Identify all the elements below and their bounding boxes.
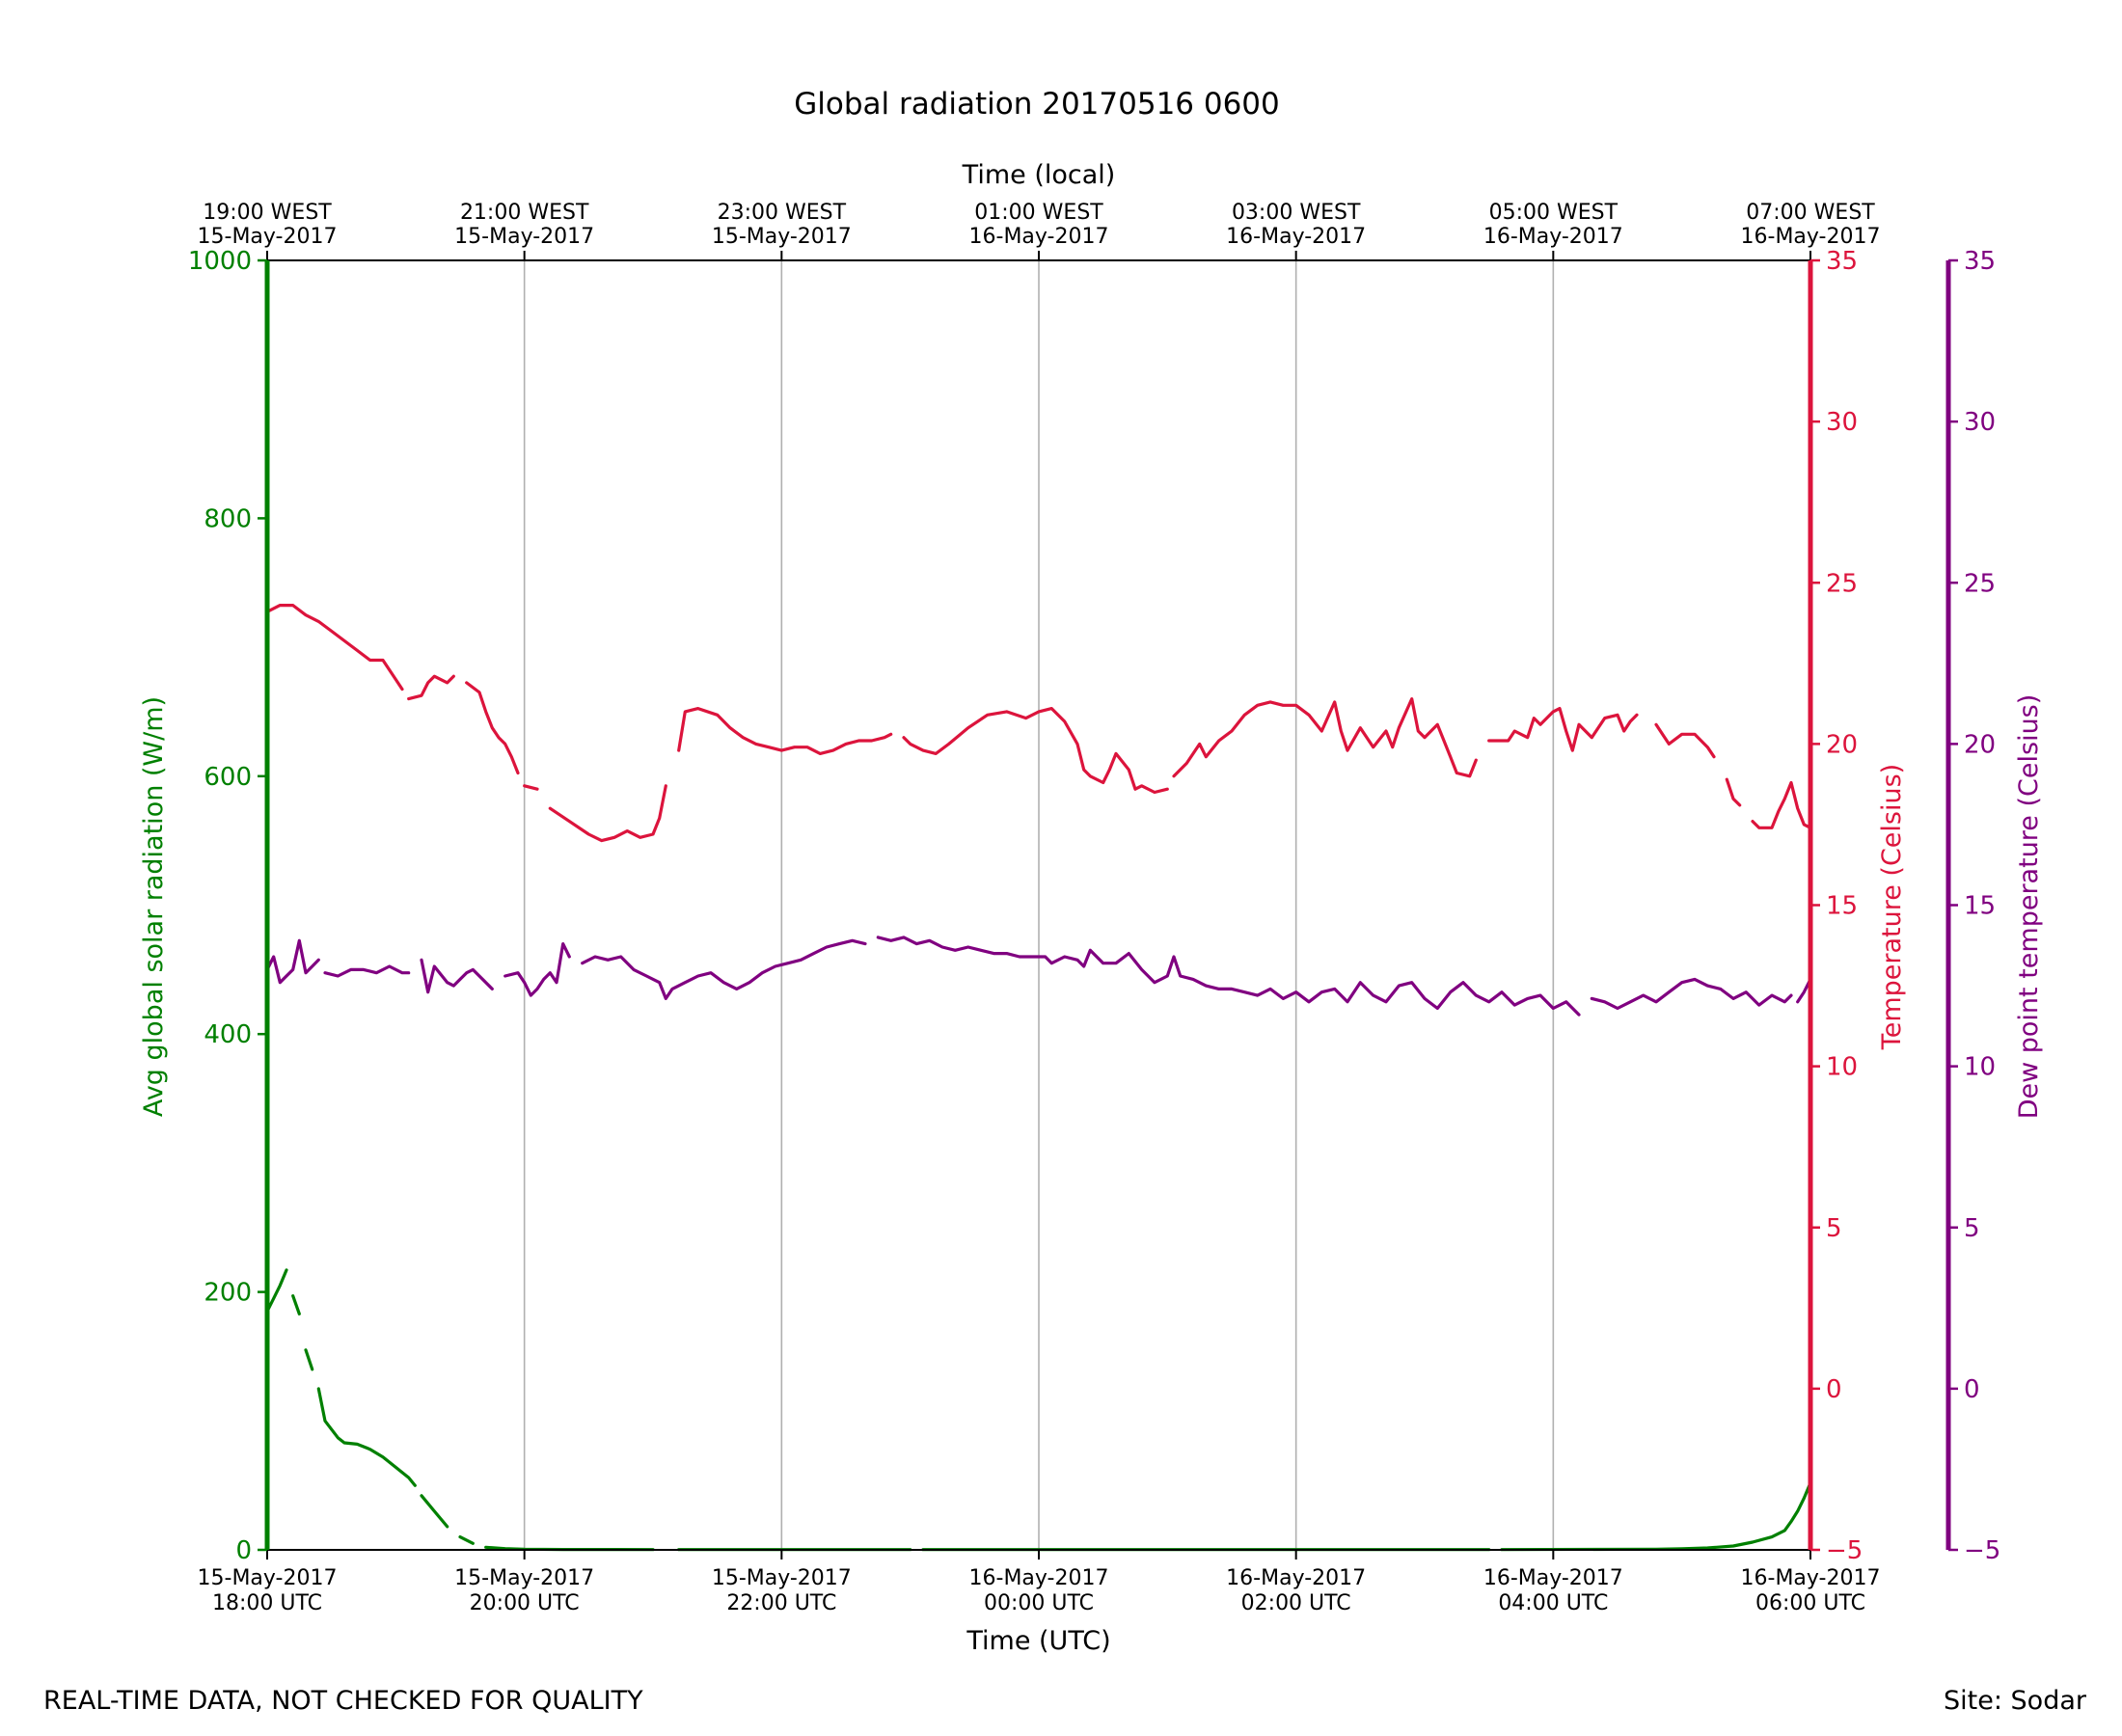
series-line-segment [1725,777,1742,807]
x-tick-label: 02:00 UTC [1241,1591,1351,1615]
dewpoint-tick-label: 30 [1964,408,1996,437]
series-line-segment [1654,722,1716,759]
x-tick-label: 16-May-2017 [1483,1566,1623,1590]
dewpoint-tick-label: 15 [1964,892,1996,921]
chart-title: Global radiation 20170516 0600 [794,87,1280,122]
series-line-segment [407,674,455,701]
x-tick-label: 16-May-2017 [1741,1566,1881,1590]
series-line-segment [902,707,1169,795]
series-line-segment [291,1294,301,1316]
series-line-segment [1500,1480,1812,1552]
dewpoint-tick-label: 25 [1964,569,1996,598]
top-tick-label: 16-May-2017 [969,225,1109,249]
top-tick-label: 15-May-2017 [198,225,338,249]
radiation-axis-label: Avg global solar radiation (W/m) [139,696,169,1117]
series-line-segment [265,604,404,692]
radiation-tick-label: 0 [235,1536,252,1565]
dewpoint-axis-label: Dew point temperature (Celsius) [2014,694,2044,1120]
series-line-segment [503,942,571,997]
top-tick-label: 16-May-2017 [1741,225,1881,249]
series-line-segment [548,784,667,843]
x-tick-label: 15-May-2017 [198,1566,338,1590]
dewpoint-tick-label: 10 [1964,1053,1996,1082]
radiation-tick-label: 600 [204,763,252,792]
series-dew-point [265,936,1812,1017]
site-label: Site: Sodar [1944,1686,2087,1716]
grid [523,260,1555,1550]
top-tick-label: 16-May-2017 [1226,225,1366,249]
temperature-tick-label: 10 [1826,1053,1858,1082]
dewpoint-tick-label: 20 [1964,730,1996,759]
temperature-tick-label: −5 [1826,1536,1863,1565]
x-axis-label-top: Time (local) [962,160,1116,190]
top-tick-label: 19:00 WEST [203,201,332,225]
quality-note: REAL-TIME DATA, NOT CHECKED FOR QUALITY [43,1686,643,1716]
x-tick-label: 18:00 UTC [212,1591,322,1615]
top-tick-label: 23:00 WEST [718,201,847,225]
temperature-tick-label: 20 [1826,730,1858,759]
top-tick-label: 07:00 WEST [1746,201,1875,225]
radiation-tick-label: 800 [204,504,252,533]
series-line-segment [304,1348,314,1371]
temperature-tick-label: 0 [1826,1375,1842,1404]
temperature-tick-label: 35 [1826,247,1858,276]
top-tick-label: 01:00 WEST [974,201,1103,225]
series-line-segment [265,938,320,985]
temperature-axis-label: Temperature (Celsius) [1877,764,1907,1050]
top-tick-label: 05:00 WEST [1489,201,1619,225]
series-line-segment [876,936,1581,1017]
top-tick-label: 21:00 WEST [460,201,589,225]
series-line-segment [420,958,494,994]
series-line-segment [316,1387,417,1487]
x-tick-label: 04:00 UTC [1498,1591,1608,1615]
series-line-segment [523,784,539,791]
top-tick-label: 03:00 WEST [1232,201,1361,225]
temperature-tick-label: 30 [1826,408,1858,437]
y-axis-ticks: 0 200 400 600 800 1000 −5 0 5 10 15 20 25 30 35 −5 0 5 10 1… [188,247,2001,1565]
dewpoint-tick-label: 0 [1964,1375,1980,1404]
series-line-segment [420,1494,449,1529]
series-line-segment [1172,697,1478,778]
dewpoint-tick-label: 35 [1964,247,1996,276]
top-tick-label: 16-May-2017 [1483,225,1623,249]
x-tick-label: 15-May-2017 [712,1566,852,1590]
temperature-tick-label: 25 [1826,569,1858,598]
radiation-tick-label: 400 [204,1020,252,1049]
radiation-tick-label: 200 [204,1279,252,1308]
radiation-tick-label: 1000 [188,247,252,276]
top-tick-label: 15-May-2017 [712,225,852,249]
temperature-tick-label: 15 [1826,892,1858,921]
series-line-segment [1751,780,1812,829]
x-axis-label-bottom: Time (UTC) [966,1626,1110,1656]
x-tick-label: 00:00 UTC [984,1591,1094,1615]
dewpoint-tick-label: −5 [1964,1536,2000,1565]
x-tick-label: 16-May-2017 [1226,1566,1366,1590]
x-tick-label: 15-May-2017 [454,1566,594,1590]
x-tick-label: 20:00 UTC [470,1591,580,1615]
series-line-segment [465,681,520,775]
temperature-tick-label: 5 [1826,1214,1842,1243]
series-line-segment [677,707,893,755]
x-tick-label: 22:00 UTC [726,1591,836,1615]
series-line-segment [323,964,411,978]
series-line-segment [1590,977,1793,1011]
x-tick-label: 06:00 UTC [1755,1591,1865,1615]
series-line-segment [1487,707,1639,752]
dewpoint-tick-label: 5 [1964,1214,1980,1243]
series-line-segment [265,1268,288,1314]
x-tick-label: 16-May-2017 [969,1566,1109,1590]
series-temperature [265,604,1812,843]
top-tick-label: 15-May-2017 [454,225,594,249]
series-line-segment [581,938,867,1000]
series-line-segment [458,1535,475,1545]
